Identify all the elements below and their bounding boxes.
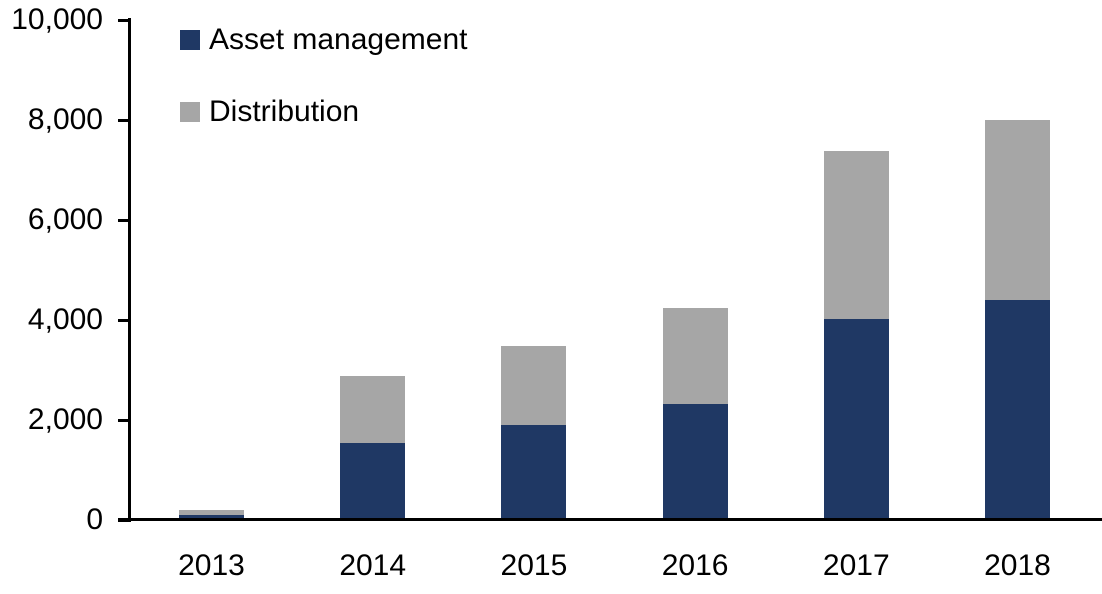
x-tick-label-2014: 2014 <box>339 549 407 582</box>
bar-segment-2013-distribution <box>179 509 244 515</box>
y-tick-label: 10,000 <box>11 3 103 36</box>
bar-segment-2017-asset-management <box>823 318 889 520</box>
bar-segment-2016-distribution <box>662 308 728 404</box>
bar-segment-2018-distribution <box>985 120 1050 300</box>
bar-segment-2018-asset-management <box>985 300 1050 520</box>
y-tick-mark <box>118 318 131 322</box>
x-tick-label-2017: 2017 <box>822 549 890 582</box>
y-tick-mark <box>118 218 131 222</box>
x-tick-label-2018: 2018 <box>984 549 1051 582</box>
y-tick-label: 8,000 <box>27 103 103 136</box>
x-axis-line <box>118 518 1102 521</box>
bar-segment-2016-asset-management <box>662 404 728 520</box>
y-tick-label: 4,000 <box>27 303 103 336</box>
x-tick-label-2013: 2013 <box>178 549 245 582</box>
y-tick-label: 6,000 <box>27 203 103 236</box>
bar-segment-2014-asset-management <box>340 442 406 520</box>
legend-label-distribution: Distribution <box>209 95 360 128</box>
x-tick-label-2015: 2015 <box>500 549 568 582</box>
bar-segment-2014-distribution <box>340 376 406 443</box>
bar-segment-2015-asset-management <box>501 425 567 520</box>
x-tick-label-2016: 2016 <box>661 549 729 582</box>
bar-segment-2015-distribution <box>501 345 567 425</box>
legend-item-distribution: Distribution <box>180 97 359 127</box>
y-tick-label: 2,000 <box>27 403 103 436</box>
y-tick-mark <box>118 118 131 122</box>
y-tick-mark <box>118 418 131 422</box>
y-tick-mark <box>118 18 131 22</box>
bar-segment-2013-asset-management <box>179 515 244 520</box>
legend-label-asset-management: Asset management <box>209 23 468 56</box>
legend-item-asset-management: Asset management <box>180 25 467 55</box>
y-tick-label: 0 <box>86 503 103 536</box>
y-axis-line <box>128 18 131 521</box>
legend-swatch-distribution-icon <box>180 102 200 122</box>
bar-segment-2017-distribution <box>823 151 889 319</box>
legend-swatch-asset-management-icon <box>180 30 200 50</box>
